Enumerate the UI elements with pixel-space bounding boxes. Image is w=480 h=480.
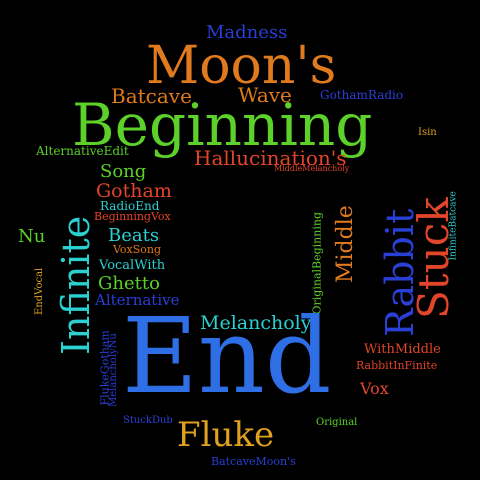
word-melancholy: Melancholy (200, 312, 312, 334)
word-radioend: RadioEnd (100, 199, 160, 213)
word-batcavemoons: BatcaveMoon's (211, 455, 296, 468)
word-batcave: Batcave (111, 84, 192, 108)
word-endvocal: EndVocal (34, 267, 45, 315)
word-vox: Vox (360, 379, 389, 398)
word-stuckdub: StuckDub (123, 415, 173, 426)
word-ghetto: Ghetto (98, 273, 160, 294)
word-vocalwith: VocalWith (99, 258, 166, 273)
word-hallucinations: Hallucination's (194, 146, 347, 170)
word-moons: Moon's (146, 36, 337, 96)
word-end: End (122, 295, 332, 417)
word-rabbitinfinite: RabbitInFinite (356, 359, 438, 372)
word-middle: Middle (333, 205, 358, 283)
word-wave: Wave (238, 83, 292, 107)
word-isin: Isin (418, 127, 437, 138)
word-voxsong: VoxSong (113, 243, 162, 256)
word-gothamradio: GothamRadio (320, 88, 404, 102)
word-beats: Beats (108, 225, 160, 246)
word-original: Original (316, 417, 358, 428)
word-infinite: Infinite (54, 215, 98, 355)
word-nu: Nu (18, 226, 46, 247)
word-alternativeedit: AlternativeEdit (36, 144, 129, 158)
word-infinitebatcave: InfiniteBatcave (448, 191, 459, 261)
word-withmiddle: WithMiddle (364, 342, 441, 357)
word-gotham: Gotham (96, 180, 172, 202)
word-beginningvox: BeginningVox (94, 210, 171, 223)
word-beginning: Beginning (72, 91, 373, 159)
word-fluke: Fluke (177, 415, 275, 455)
word-middlemelancholy: MiddleMelancholy (274, 164, 350, 173)
word-melancholynu: MelancholyNu (108, 333, 119, 407)
word-alternative: Alternative (95, 291, 180, 309)
word-madness: Madness (206, 22, 288, 43)
word-song: Song (100, 161, 147, 182)
